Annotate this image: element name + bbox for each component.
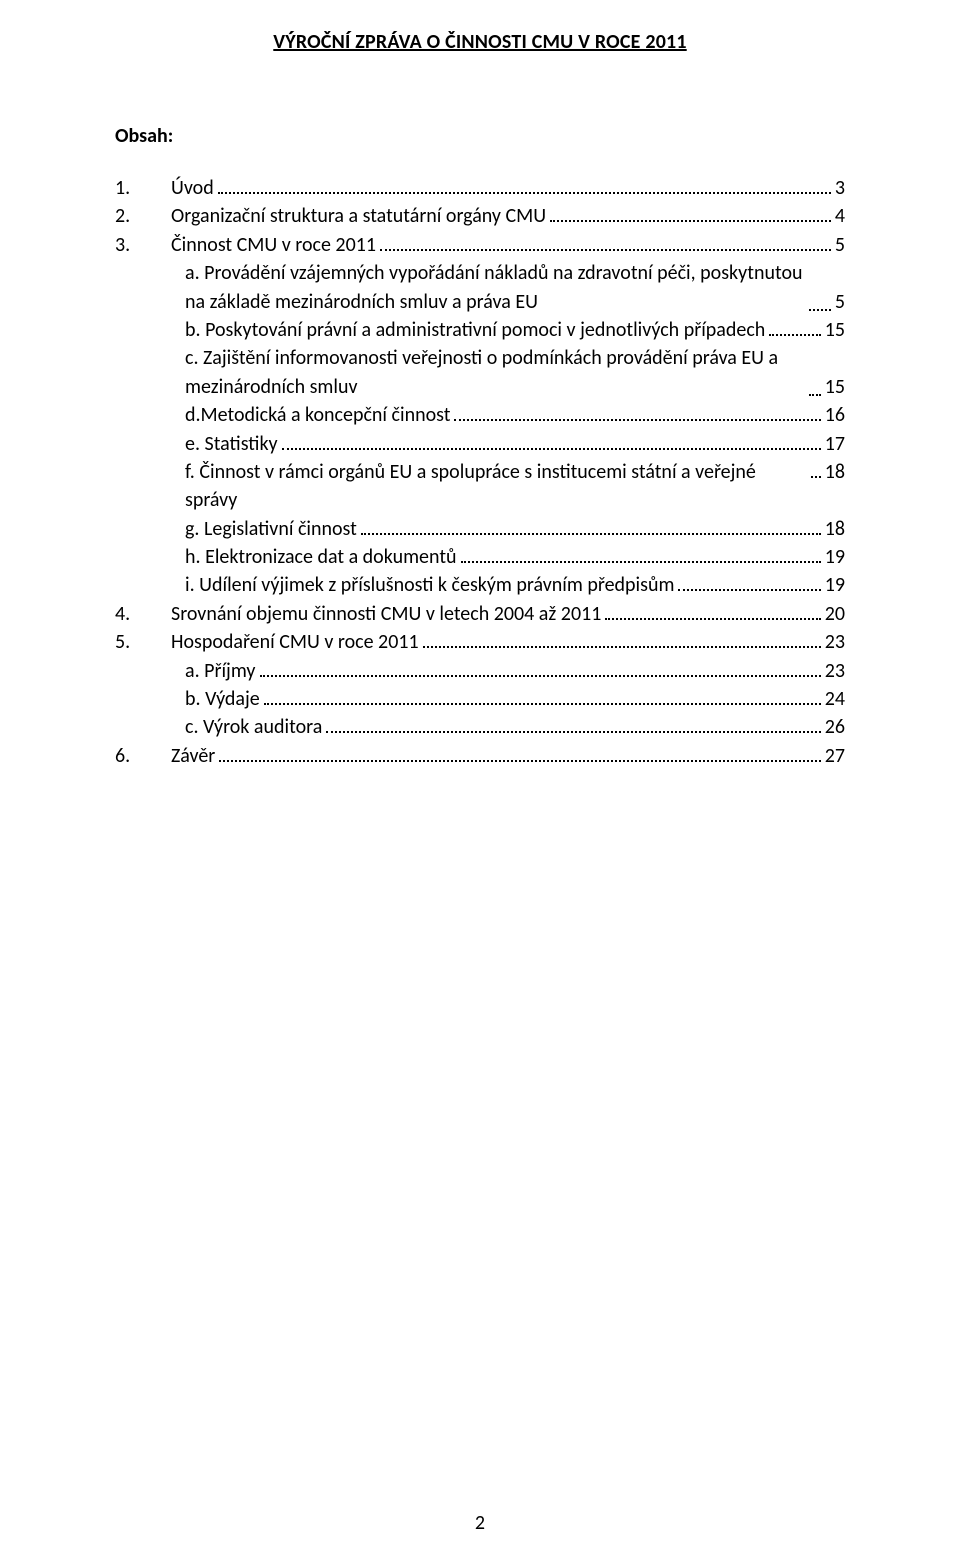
toc-label: g. Legislativní činnost: [185, 515, 357, 543]
toc-number: 2.: [115, 202, 139, 230]
toc-dots: [769, 322, 820, 336]
toc-dots: [423, 634, 821, 648]
toc-dots: [260, 663, 821, 677]
toc-entry: i. Udílení výjimek z příslušnosti k česk…: [185, 571, 845, 599]
toc-label: a. Příjmy: [185, 657, 256, 685]
toc-page: 4: [835, 202, 845, 230]
toc-label: Činnost CMU v roce 2011: [171, 231, 376, 259]
toc-page: 19: [825, 543, 845, 571]
toc-heading: Obsah:: [115, 124, 845, 148]
toc-entry: 2. Organizační struktura a statutární or…: [149, 202, 845, 230]
toc-dots: [809, 297, 831, 311]
toc-entry: b. Výdaje 24: [185, 685, 845, 713]
toc-page: 3: [835, 174, 845, 202]
toc-entry: 6. Závěr 27: [149, 742, 845, 770]
toc-dots: [461, 549, 821, 563]
toc-label: f. Činnost v rámci orgánů EU a spoluprác…: [185, 458, 807, 515]
toc-entry: c. Výrok auditora 26: [185, 713, 845, 741]
toc-page: 18: [825, 458, 845, 486]
toc-label: e. Statistiky: [185, 430, 278, 458]
toc-label: b. Výdaje: [185, 685, 260, 713]
toc-page: 18: [825, 515, 845, 543]
toc-top-block: 1. Úvod 3 2. Organizační struktura a sta…: [115, 174, 845, 259]
toc-page: 26: [825, 713, 845, 741]
toc-entry: g. Legislativní činnost 18: [185, 515, 845, 543]
toc-entry: 1. Úvod 3: [149, 174, 845, 202]
toc-entry: a. Provádění vzájemných vypořádání nákla…: [185, 259, 845, 316]
toc-label: Úvod: [171, 174, 214, 202]
toc-label: d.Metodická a koncepční činnost: [185, 401, 450, 429]
toc-dots: [218, 180, 831, 194]
toc-sub-block: a. Příjmy 23 b. Výdaje 24 c. Výrok audit…: [115, 657, 845, 742]
page-number: 2: [0, 1511, 960, 1535]
toc-top-block: 4. Srovnání objemu činnosti CMU v letech…: [115, 600, 845, 657]
toc-page: 5: [835, 231, 845, 259]
toc-dots: [811, 464, 821, 478]
toc-dots: [219, 748, 820, 762]
toc-page: 23: [825, 657, 845, 685]
toc-dots: [605, 606, 820, 620]
document-title: VÝROČNÍ ZPRÁVA O ČINNOSTI CMU V ROCE 201…: [115, 30, 845, 54]
toc-label: Organizační struktura a statutární orgán…: [171, 202, 546, 230]
toc-number: 3.: [115, 231, 139, 259]
toc-dots: [282, 436, 821, 450]
toc-dots: [678, 577, 820, 591]
toc-dots: [326, 719, 820, 733]
toc-page: 15: [825, 373, 845, 401]
toc-page: 20: [825, 600, 845, 628]
toc-page: 24: [825, 685, 845, 713]
toc-entry: 4. Srovnání objemu činnosti CMU v letech…: [149, 600, 845, 628]
toc-dots: [550, 208, 831, 222]
toc-entry: 5. Hospodaření CMU v roce 2011 23: [149, 628, 845, 656]
toc-label: Závěr: [171, 742, 215, 770]
toc-label: a. Provádění vzájemných vypořádání nákla…: [185, 259, 805, 316]
page-container: VÝROČNÍ ZPRÁVA O ČINNOSTI CMU V ROCE 201…: [0, 0, 960, 1559]
toc-dots: [264, 691, 821, 705]
toc-dots: [454, 407, 820, 421]
toc-dots: [361, 521, 821, 535]
toc-label: c. Výrok auditora: [185, 713, 322, 741]
toc-label: h. Elektronizace dat a dokumentů: [185, 543, 457, 571]
toc-page: 23: [825, 628, 845, 656]
toc-entry: e. Statistiky 17: [185, 430, 845, 458]
toc-entry: d.Metodická a koncepční činnost 16: [185, 401, 845, 429]
toc-label: b. Poskytování právní a administrativní …: [185, 316, 765, 344]
toc-top-block: 6. Závěr 27: [115, 742, 845, 770]
toc-page: 27: [825, 742, 845, 770]
toc-label: Hospodaření CMU v roce 2011: [171, 628, 419, 656]
toc-number: 4.: [115, 600, 139, 628]
toc-entry: f. Činnost v rámci orgánů EU a spoluprác…: [185, 458, 845, 515]
toc-number: 5.: [115, 628, 139, 656]
toc-dots: [809, 382, 821, 396]
toc-label: c. Zajištění informovanosti veřejnosti o…: [185, 344, 805, 401]
toc-number: 1.: [115, 174, 139, 202]
toc-page: 15: [825, 316, 845, 344]
toc-page: 19: [825, 571, 845, 599]
toc-page: 5: [835, 288, 845, 316]
toc-entry: a. Příjmy 23: [185, 657, 845, 685]
toc-entry: c. Zajištění informovanosti veřejnosti o…: [185, 344, 845, 401]
toc-page: 16: [825, 401, 845, 429]
toc-label: i. Udílení výjimek z příslušnosti k česk…: [185, 571, 674, 599]
toc-label: Srovnání objemu činnosti CMU v letech 20…: [171, 600, 601, 628]
toc-sub-block: a. Provádění vzájemných vypořádání nákla…: [115, 259, 845, 600]
toc-number: 6.: [115, 742, 139, 770]
toc-page: 17: [825, 430, 845, 458]
toc-entry: 3. Činnost CMU v roce 2011 5: [149, 231, 845, 259]
toc-dots: [380, 237, 831, 251]
toc-entry: h. Elektronizace dat a dokumentů 19: [185, 543, 845, 571]
toc-entry: b. Poskytování právní a administrativní …: [185, 316, 845, 344]
